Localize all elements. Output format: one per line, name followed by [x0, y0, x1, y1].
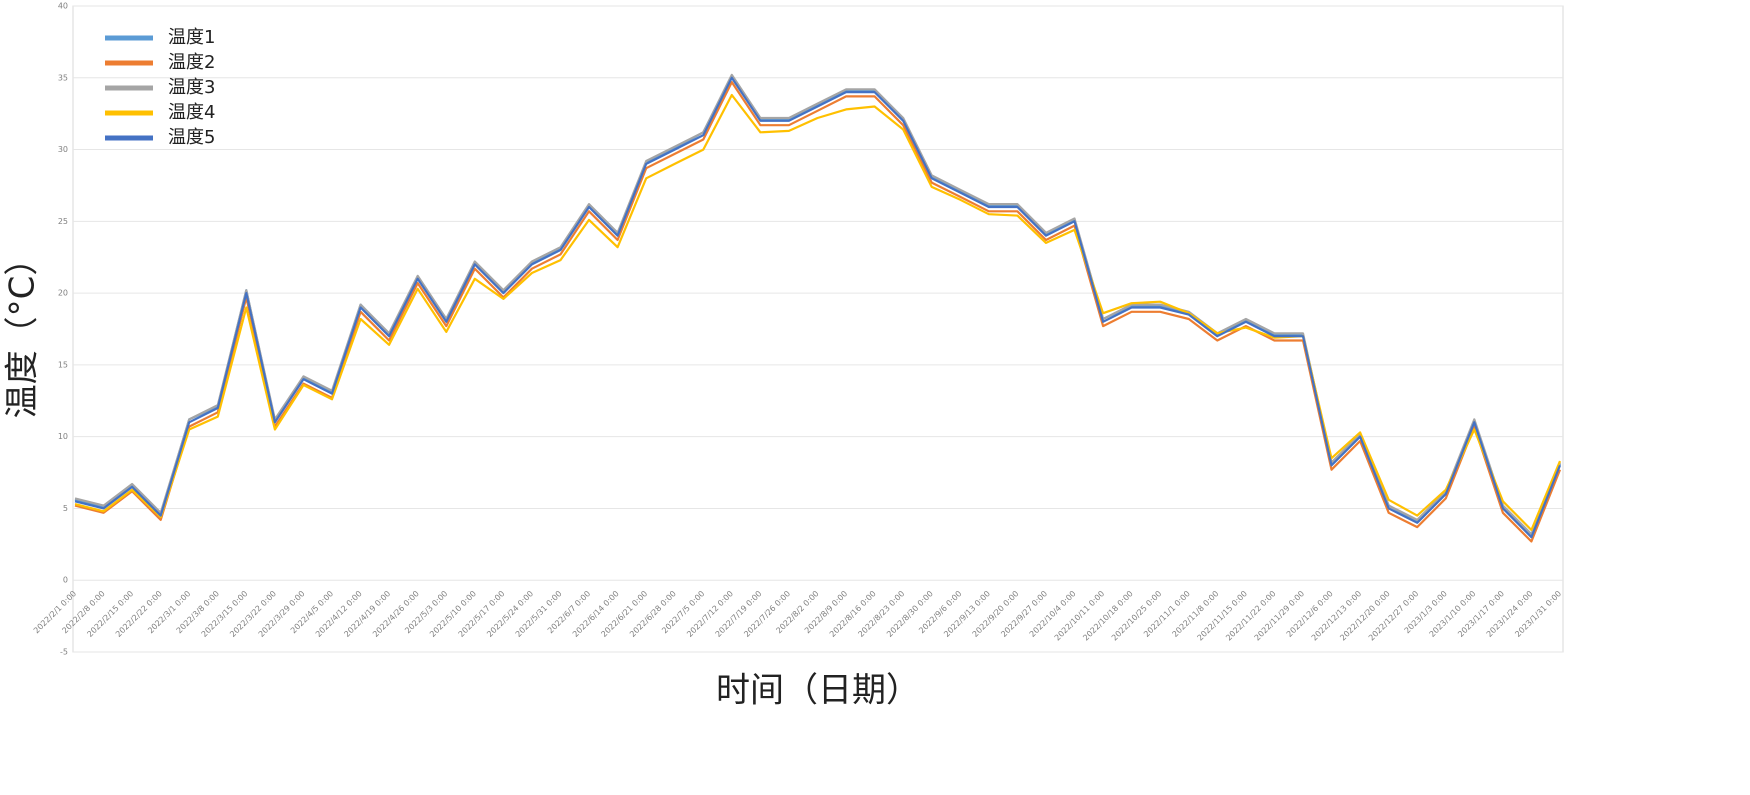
y-tick-label: 35 [58, 73, 68, 82]
x-tick-label: 2022/12/27 0:00 [1367, 589, 1420, 642]
y-tick-label: 10 [58, 432, 68, 441]
x-tick-label: 2022/10/11 0:00 [1053, 589, 1106, 642]
y-tick-label: -5 [60, 648, 68, 657]
y-tick-label: 40 [58, 2, 68, 11]
x-tick-label: 2022/10/18 0:00 [1081, 589, 1134, 642]
series-line [74, 75, 1562, 536]
legend-label: 温度3 [168, 77, 215, 98]
y-tick-label: 30 [58, 145, 68, 154]
x-tick-label: 2022/11/22 0:00 [1224, 589, 1277, 642]
x-tick-label: 2022/11/15 0:00 [1196, 589, 1249, 642]
legend-label: 温度2 [168, 52, 215, 73]
x-tick-label: 2022/11/29 0:00 [1253, 589, 1306, 642]
y-tick-label: 0 [63, 576, 68, 585]
series-line [74, 76, 1562, 539]
x-axis-title: 时间（日期） [716, 671, 920, 711]
x-tick-label: 2022/12/13 0:00 [1310, 589, 1363, 642]
x-tick-label: 2022/10/25 0:00 [1110, 589, 1163, 642]
y-tick-label: 25 [58, 217, 68, 226]
y-tick-label: 15 [58, 360, 68, 369]
x-tick-label: 2022/12/20 0:00 [1338, 589, 1391, 642]
legend-label: 温度4 [168, 102, 215, 123]
y-axis-title: 温度（°C） [3, 242, 43, 419]
y-tick-label: 20 [58, 289, 68, 298]
legend-label: 温度5 [168, 127, 215, 148]
series-line [74, 81, 1562, 543]
y-tick-label: 5 [63, 504, 68, 513]
legend-label: 温度1 [168, 27, 215, 48]
